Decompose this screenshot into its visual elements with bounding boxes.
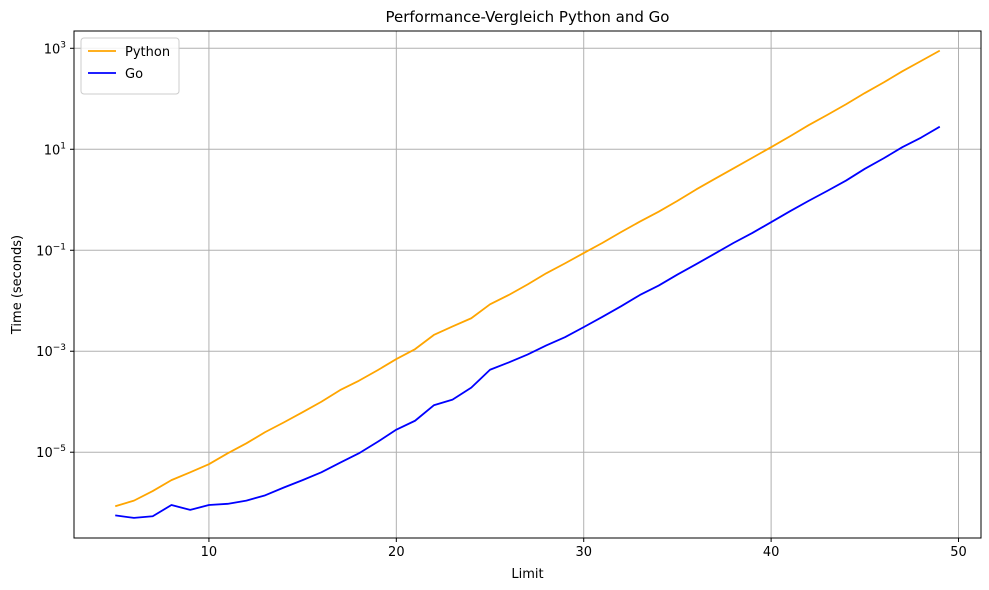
legend-label: Go (125, 67, 143, 82)
chart-title: Performance-Vergleich Python and Go (386, 8, 670, 26)
series-layer (114, 49, 941, 519)
ticks: 10 20 30 40 50 10−5 10−3 10−1 101 103 (36, 40, 967, 560)
legend-label: Python (125, 45, 170, 60)
legend: Python Go (80, 37, 180, 95)
grid (74, 31, 981, 538)
x-tick-label: 20 (388, 545, 405, 560)
series-line-python (114, 49, 941, 508)
x-tick-label: 40 (763, 545, 780, 560)
series-line-go (115, 125, 941, 519)
y-tick-label: 101 (44, 141, 66, 158)
y-tick-label: 10−1 (36, 242, 66, 259)
x-tick-label: 50 (950, 545, 967, 560)
y-tick-label: 10−5 (36, 444, 66, 461)
y-tick-label: 10−3 (36, 343, 66, 360)
legend-box (80, 37, 180, 95)
x-tick-label: 30 (575, 545, 592, 560)
y-axis-label: Time (seconds) (10, 235, 25, 335)
x-tick-label: 10 (201, 545, 218, 560)
y-tick-label: 103 (44, 40, 66, 57)
x-axis-label: Limit (511, 567, 543, 582)
plot-frame (73, 30, 982, 539)
